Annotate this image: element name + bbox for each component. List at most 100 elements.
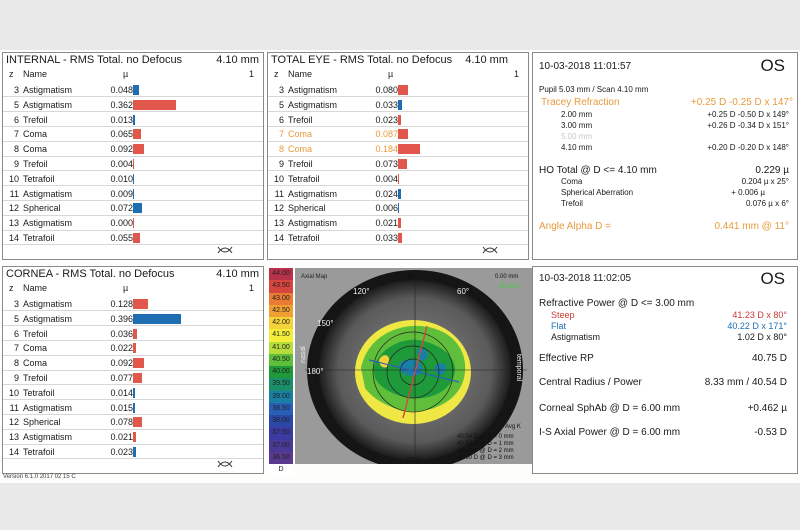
zernike-index: 9 bbox=[13, 373, 19, 383]
rms-bar bbox=[133, 144, 145, 155]
table-row: 8 Coma 0.092 bbox=[3, 142, 263, 157]
scale-cell: 38.00 bbox=[269, 415, 293, 428]
map-readout-d: 40.54 D bbox=[499, 284, 521, 290]
astigmatism-label: Astigmatism bbox=[551, 332, 601, 342]
col-name-header: Name bbox=[288, 69, 313, 79]
rms-value: 0.021 bbox=[375, 218, 398, 229]
aberration-name: Trefoil bbox=[288, 159, 313, 169]
table-row: 5 Astigmatism 0.362 bbox=[3, 98, 263, 113]
table-row: 7 Coma 0.022 bbox=[3, 341, 263, 356]
rms-value: 0.023 bbox=[375, 114, 398, 125]
scale-cell: 42.50 bbox=[269, 304, 293, 317]
zernike-index: 12 bbox=[273, 203, 284, 214]
refraction-value: +0.25 D -0.50 D x 149° bbox=[707, 110, 789, 119]
table-row: 3 Astigmatism 0.080 bbox=[268, 83, 528, 98]
rms-bar bbox=[133, 432, 136, 443]
corneal-info-panel: 10-03-2018 11:02:05 OS Refractive Power … bbox=[532, 266, 798, 474]
table-row: 13 Astigmatism 0.021 bbox=[268, 216, 528, 231]
table-row: 11 Astigmatism 0.024 bbox=[268, 187, 528, 201]
aberration-name: Coma bbox=[23, 129, 48, 140]
angle-90: 90° bbox=[407, 272, 419, 281]
scale-cell: 37.50 bbox=[269, 427, 293, 440]
aberration-name: Astigmatism bbox=[23, 218, 73, 229]
table-row: 12 Spherical 0.006 bbox=[268, 201, 528, 216]
zernike-index: 12 bbox=[8, 203, 19, 214]
panel-diameter: 4.10 mm bbox=[216, 54, 259, 66]
rms-value: 0.000 bbox=[110, 218, 133, 229]
rms-value: 0.362 bbox=[110, 99, 133, 110]
side-nasal: nasal bbox=[300, 346, 307, 363]
steep-meridian bbox=[402, 325, 428, 419]
col-name-header: Name bbox=[23, 69, 48, 79]
rms-value: 0.073 bbox=[375, 159, 398, 169]
central-radius-value: 8.33 mm / 40.54 D bbox=[704, 377, 787, 388]
table-row: 7 Coma 0.087 bbox=[268, 127, 528, 142]
panel-diameter: 4.10 mm bbox=[465, 54, 508, 66]
zernike-index: 7 bbox=[13, 129, 19, 140]
table-row: 9 Trefoil 0.004 bbox=[3, 157, 263, 172]
zernike-index: 14 bbox=[8, 447, 19, 457]
scale-cell: 39.00 bbox=[269, 390, 293, 403]
is-axial-value: -0.53 D bbox=[754, 427, 787, 438]
zernike-index: 13 bbox=[8, 432, 19, 443]
avg-k-readout-2: 40.53 D @ D = 2 mm bbox=[457, 448, 514, 454]
aberration-name: Coma bbox=[23, 358, 48, 369]
rms-bar bbox=[133, 99, 177, 110]
rms-value: 0.004 bbox=[110, 159, 133, 169]
rms-value: 0.033 bbox=[375, 99, 398, 110]
side-temporal: temporal bbox=[515, 354, 522, 382]
aberration-name: Astigmatism bbox=[288, 188, 338, 199]
is-axial-label: I-S Axial Power @ D = 6.00 mm bbox=[539, 427, 681, 438]
col-mu-header: µ bbox=[388, 69, 394, 79]
zernike-index: 11 bbox=[274, 188, 284, 199]
rms-value: 0.014 bbox=[110, 387, 133, 398]
scale-cell: 41.50 bbox=[269, 329, 293, 342]
rms-value: 0.080 bbox=[375, 85, 398, 95]
effective-rp-value: 40.75 D bbox=[751, 353, 787, 364]
rms-bar bbox=[398, 218, 401, 229]
rms-bar bbox=[133, 328, 138, 339]
table-row: 12 Spherical 0.072 bbox=[3, 201, 263, 216]
panel-diameter: 4.10 mm bbox=[216, 268, 259, 280]
zernike-index: 10 bbox=[8, 173, 19, 184]
refraction-diameter: 4.10 mm bbox=[561, 143, 593, 152]
zernike-index: 7 bbox=[278, 129, 284, 140]
col-scale-header: 1 bbox=[249, 69, 255, 79]
rms-value: 0.015 bbox=[110, 402, 133, 413]
trefoil-label: Trefoil bbox=[561, 199, 583, 208]
scale-cell: 36.50 bbox=[269, 451, 293, 464]
aberration-name: Trefoil bbox=[23, 328, 48, 339]
scale-cell: 42.00 bbox=[269, 317, 293, 330]
rms-bar bbox=[133, 387, 135, 398]
rms-value: 0.055 bbox=[110, 233, 133, 243]
rms-bar bbox=[133, 85, 139, 95]
aberration-name: Astigmatism bbox=[23, 85, 73, 95]
scale-cell: 39.50 bbox=[269, 378, 293, 391]
aberration-name: Astigmatism bbox=[23, 402, 73, 413]
angle-180: 180° bbox=[307, 367, 324, 376]
col-scale-header: 1 bbox=[249, 283, 255, 293]
zernike-index: 8 bbox=[13, 144, 19, 155]
refraction-diameter: 5.00 mm bbox=[561, 132, 593, 141]
table-row: 5 Astigmatism 0.033 bbox=[268, 98, 528, 113]
col-z-header: z bbox=[9, 69, 14, 79]
rms-bar bbox=[398, 85, 408, 95]
zone-blue-right bbox=[434, 363, 447, 375]
aberration-name: Astigmatism bbox=[23, 299, 73, 309]
rms-bar bbox=[133, 313, 181, 324]
astigmatism-value: 1.02 D x 80° bbox=[737, 332, 787, 342]
rms-bar bbox=[133, 203, 142, 214]
table-row: 12 Spherical 0.078 bbox=[3, 415, 263, 430]
table-row: 3 Astigmatism 0.048 bbox=[3, 83, 263, 98]
rms-bar bbox=[398, 159, 407, 169]
zernike-index: 10 bbox=[8, 387, 19, 398]
exam-datetime: 10-03-2018 11:02:05 bbox=[539, 273, 632, 284]
zernike-index: 9 bbox=[13, 159, 19, 169]
rms-value: 0.033 bbox=[375, 233, 398, 243]
table-row: 6 Trefoil 0.013 bbox=[3, 113, 263, 127]
aberration-name: Spherical bbox=[23, 203, 61, 214]
rms-bar bbox=[398, 129, 409, 140]
scale-cell: 43.50 bbox=[269, 280, 293, 293]
refraction-diameter: 3.00 mm bbox=[561, 121, 593, 130]
topography-overlay bbox=[355, 320, 471, 424]
